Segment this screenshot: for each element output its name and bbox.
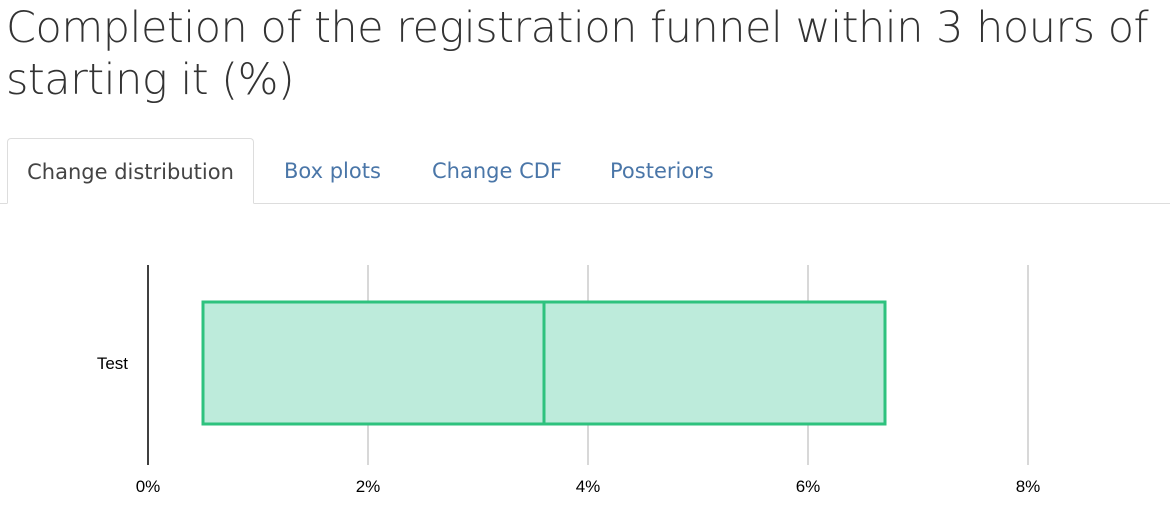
change-distribution-chart: 0% 2% 4% 6% 8% Test	[0, 240, 1170, 528]
category-label: Test	[97, 354, 128, 373]
chart-tabs: Change distribution Box plots Change CDF…	[0, 138, 1170, 204]
x-tick-label: 4%	[576, 477, 601, 496]
tab-box-plots[interactable]: Box plots	[284, 159, 381, 183]
x-tick-label: 0%	[136, 477, 161, 496]
tab-posteriors[interactable]: Posteriors	[610, 159, 714, 183]
x-tick-label: 8%	[1016, 477, 1041, 496]
x-tick-label: 2%	[356, 477, 381, 496]
tab-change-distribution[interactable]: Change distribution	[7, 138, 254, 204]
x-tick-label: 6%	[796, 477, 821, 496]
chart-svg: 0% 2% 4% 6% 8% Test	[97, 265, 1041, 496]
tab-change-cdf[interactable]: Change CDF	[432, 159, 562, 183]
page-title: Completion of the registration funnel wi…	[6, 3, 1149, 105]
